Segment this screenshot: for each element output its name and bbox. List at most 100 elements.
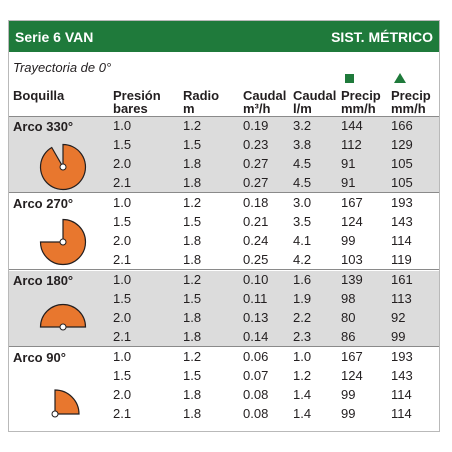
precip-square-cell: 91 <box>341 156 356 171</box>
table-row: 1.0 1.2 0.19 3.2 144 166 <box>9 117 439 135</box>
radius-cell: 1.8 <box>183 406 202 421</box>
precip-square-cell: 124 <box>341 214 363 229</box>
pressure-cell: 1.0 <box>113 118 132 133</box>
column-header-text: Precip <box>341 88 381 103</box>
precip-triangle-cell: 114 <box>391 233 412 248</box>
table-row: 2.1 1.8 0.27 4.5 91 105 <box>9 174 439 192</box>
column-header-text: l/m <box>293 101 312 116</box>
arc-group: Arco 330° 1.0 1.2 0.19 3.2 144 166 1.5 1… <box>9 117 439 193</box>
table-row: 2.1 1.8 0.25 4.2 103 119 <box>9 251 439 269</box>
flow-lm-cell: 1.0 <box>293 349 312 364</box>
arc-label: Arco 330° <box>13 119 74 134</box>
pressure-cell: 2.0 <box>113 233 132 248</box>
pressure-cell: 1.0 <box>113 349 132 364</box>
col-header-nozzle: Boquilla <box>13 89 64 102</box>
radius-cell: 1.2 <box>183 195 202 210</box>
precip-square-cell: 99 <box>341 233 356 248</box>
precip-triangle-cell: 129 <box>391 137 413 152</box>
radius-cell: 1.8 <box>183 156 202 171</box>
column-header-text: m³/h <box>243 101 271 116</box>
flow-m3h-cell: 0.06 <box>243 349 269 364</box>
column-header-text: Caudal <box>243 88 287 103</box>
col-header-precip-triangle: Precip mm/h <box>391 89 431 115</box>
table-row: 2.1 1.8 0.08 1.4 99 114 <box>9 405 439 423</box>
pressure-cell: 1.0 <box>113 272 132 287</box>
arc-label: Arco 270° <box>13 196 74 211</box>
arc-330-icon <box>39 143 87 191</box>
pressure-cell: 2.1 <box>113 406 132 421</box>
precip-square-cell: 112 <box>341 137 362 152</box>
precip-triangle-cell: 99 <box>391 329 406 344</box>
pressure-cell: 1.5 <box>113 291 132 306</box>
flow-lm-cell: 1.2 <box>293 368 312 383</box>
flow-m3h-cell: 0.10 <box>243 272 269 287</box>
arc-270-icon <box>39 218 87 266</box>
arc-label: Arco 180° <box>13 273 74 288</box>
precip-triangle-cell: 105 <box>391 175 413 190</box>
trajectory-subtitle: Trayectoria de 0° <box>13 60 112 75</box>
precip-triangle-cell: 119 <box>391 252 412 267</box>
pressure-cell: 2.0 <box>113 387 132 402</box>
precip-square-cell: 98 <box>341 291 356 306</box>
flow-m3h-cell: 0.21 <box>243 214 269 229</box>
flow-lm-cell: 3.8 <box>293 137 312 152</box>
precip-square-cell: 86 <box>341 329 356 344</box>
flow-lm-cell: 3.5 <box>293 214 312 229</box>
flow-lm-cell: 3.2 <box>293 118 312 133</box>
flow-m3h-cell: 0.18 <box>243 195 269 210</box>
pressure-cell: 2.1 <box>113 252 132 267</box>
precip-triangle-cell: 193 <box>391 349 413 364</box>
precip-square-cell: 167 <box>341 195 363 210</box>
square-spacing-icon <box>345 74 354 83</box>
precip-square-cell: 99 <box>341 406 356 421</box>
column-header-text: Precip <box>391 88 431 103</box>
column-header-text: Radio <box>183 88 220 103</box>
precip-triangle-cell: 143 <box>391 368 413 383</box>
flow-m3h-cell: 0.25 <box>243 252 269 267</box>
flow-m3h-cell: 0.13 <box>243 310 269 325</box>
precip-triangle-cell: 113 <box>391 291 412 306</box>
flow-m3h-cell: 0.27 <box>243 156 269 171</box>
precip-square-cell: 103 <box>341 252 363 267</box>
group-divider <box>9 269 439 270</box>
table-row: 1.5 1.5 0.11 1.9 98 113 <box>9 290 439 308</box>
precip-square-cell: 99 <box>341 387 356 402</box>
table-row: 2.0 1.8 0.08 1.4 99 114 <box>9 386 439 404</box>
precip-triangle-cell: 92 <box>391 310 406 325</box>
flow-lm-cell: 4.1 <box>293 233 312 248</box>
table-row: 2.0 1.8 0.13 2.2 80 92 <box>9 309 439 327</box>
table-row: 1.5 1.5 0.23 3.8 112 129 <box>9 136 439 154</box>
flow-m3h-cell: 0.08 <box>243 406 269 421</box>
column-header-text: Boquilla <box>13 88 65 103</box>
table-row: 1.5 1.5 0.21 3.5 124 143 <box>9 213 439 231</box>
radius-cell: 1.5 <box>183 137 202 152</box>
flow-lm-cell: 4.5 <box>293 175 312 190</box>
radius-cell: 1.2 <box>183 349 202 364</box>
col-header-radius: Radio m <box>183 89 219 115</box>
precip-triangle-cell: 105 <box>391 156 413 171</box>
flow-lm-cell: 1.4 <box>293 406 312 421</box>
pressure-cell: 2.1 <box>113 175 132 190</box>
flow-lm-cell: 1.9 <box>293 291 312 306</box>
flow-lm-cell: 2.3 <box>293 329 312 344</box>
table-row: 2.0 1.8 0.24 4.1 99 114 <box>9 232 439 250</box>
flow-m3h-cell: 0.24 <box>243 233 269 248</box>
arc-group: Arco 90° 1.0 1.2 0.06 1.0 167 193 1.5 1.… <box>9 348 439 424</box>
triangle-spacing-icon <box>394 73 406 83</box>
flow-lm-cell: 4.5 <box>293 156 312 171</box>
table-row: 2.0 1.8 0.27 4.5 91 105 <box>9 155 439 173</box>
radius-cell: 1.5 <box>183 368 202 383</box>
radius-cell: 1.8 <box>183 233 202 248</box>
table-row: 2.1 1.8 0.14 2.3 86 99 <box>9 328 439 346</box>
table-row: 1.0 1.2 0.18 3.0 167 193 <box>9 194 439 212</box>
precip-square-cell: 144 <box>341 118 363 133</box>
precip-triangle-cell: 193 <box>391 195 413 210</box>
precip-triangle-cell: 114 <box>391 406 412 421</box>
flow-m3h-cell: 0.08 <box>243 387 269 402</box>
spec-table: Serie 6 VAN SIST. MÉTRICO Trayectoria de… <box>8 20 440 432</box>
precip-square-cell: 80 <box>341 310 356 325</box>
precip-triangle-cell: 143 <box>391 214 413 229</box>
col-header-pressure: Presión bares <box>113 89 161 115</box>
table-row: 1.5 1.5 0.07 1.2 124 143 <box>9 367 439 385</box>
pressure-cell: 1.0 <box>113 195 132 210</box>
